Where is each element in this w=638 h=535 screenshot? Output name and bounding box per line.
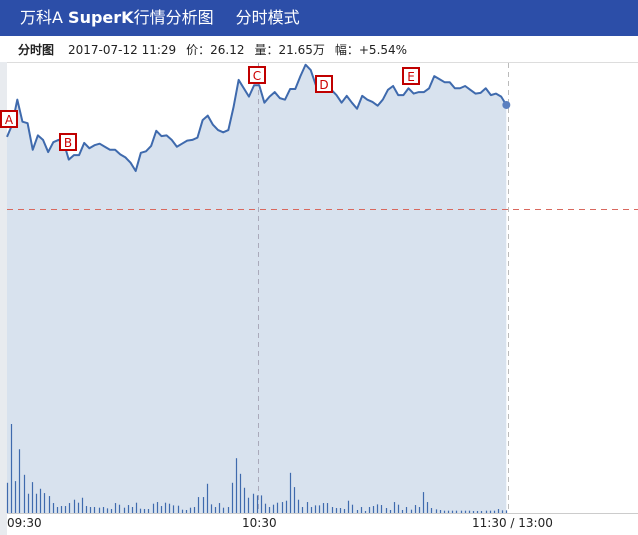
- price-readout: 价：26.12: [186, 43, 245, 57]
- app-header: 万科A SuperK行情分析图 分时模式: [0, 0, 638, 36]
- volume-readout: 量：21.65万: [254, 43, 325, 57]
- price-area: [7, 64, 507, 513]
- last-price-dot: [502, 100, 511, 109]
- marker-label-a: A: [5, 113, 14, 127]
- x-tick-label: 10:30: [242, 516, 277, 530]
- marker-label-d: D: [319, 78, 328, 92]
- left-gutter: [0, 62, 7, 535]
- price-line: [6, 63, 508, 173]
- marker-label-c: C: [253, 69, 261, 83]
- x-tick-label: 09:30: [7, 516, 42, 530]
- marker-label-e: E: [407, 70, 415, 84]
- x-tick-label: 11:30 / 13:00: [472, 516, 553, 530]
- marker-box: [0, 110, 18, 128]
- marker-box: [248, 66, 266, 84]
- change-readout: 幅：+5.54%: [334, 43, 408, 57]
- app-title: 万科A SuperK行情分析图 分时模式: [20, 8, 300, 27]
- info-bar: 分时图 2017-07-12 11:29 价：26.12 量：21.65万 幅：+5.5…: [0, 36, 638, 63]
- marker-box: [59, 133, 77, 151]
- chart-type-label: 分时图: [18, 43, 55, 57]
- marker-box: [315, 75, 333, 93]
- mode-label: 分时模式: [235, 8, 300, 27]
- marker-box: [402, 67, 420, 85]
- datetime: 2017-07-12 11:29: [68, 43, 177, 57]
- marker-label-b: B: [64, 136, 72, 150]
